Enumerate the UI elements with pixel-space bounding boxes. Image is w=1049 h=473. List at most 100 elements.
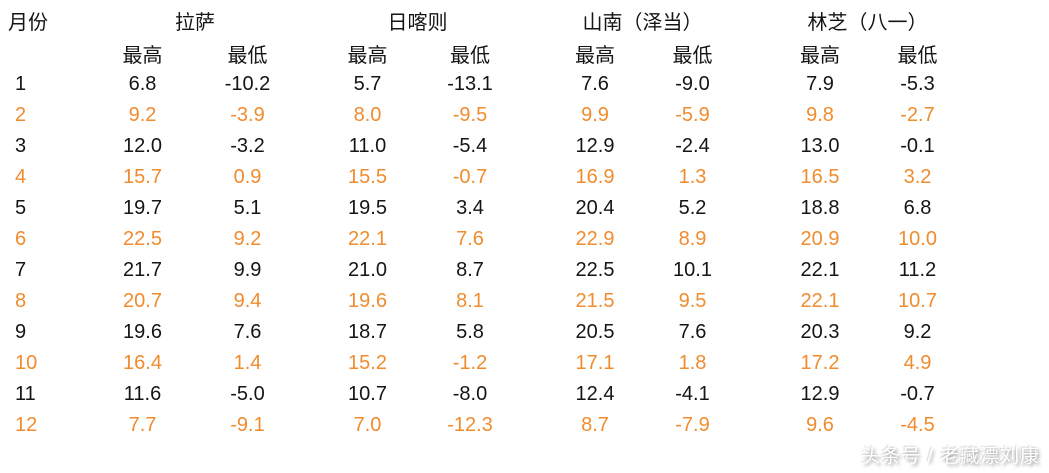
column-spacer [965,348,1049,379]
column-spacer [740,100,770,131]
column-spacer [740,38,770,69]
high-temp-cell: 21.7 [123,259,162,281]
table-row: 9 19.6 7.6 18.7 5.8 20.5 7.6 20.3 9.2 [0,317,1049,348]
low-temp-cell: 11.2 [898,259,937,281]
high-temp-cell: 17.2 [800,352,840,374]
month-cell: 2 [15,104,27,126]
table-row: 3 12.0 -3.2 11.0 -5.4 12.9 -2.4 13.0 -0.1 [0,131,1049,162]
low-temp-cell: 7.6 [456,228,484,250]
subheader-row: 最高 最低 最高 最低 最高 最低 最高 最低 [0,38,1049,69]
high-temp-cell: 15.5 [348,166,387,188]
high-temp-cell: 13.0 [800,135,840,157]
column-spacer [740,379,770,410]
low-temp-cell: 8.7 [456,259,484,281]
low-temp-cell: 9.5 [678,290,707,312]
column-spacer [300,193,315,224]
low-temp-cell: 1.4 [233,352,262,374]
table-row: 2 9.2 -3.9 8.0 -9.5 9.9 -5.9 9.8 -2.7 [0,100,1049,131]
high-temp-cell: 7.7 [128,414,157,436]
column-spacer [520,131,545,162]
high-temp-cell: 12.4 [575,383,615,405]
high-temp-cell: 15.7 [123,166,162,188]
low-temp-cell: -3.9 [230,104,265,126]
low-temp-cell: 10.1 [673,259,712,281]
high-temp-cell: 5.7 [353,73,382,95]
city-header-nyingchi: 林芝（八一） [807,11,928,34]
high-temp-cell: 20.9 [800,228,840,250]
low-temp-cell: 6.8 [903,197,932,219]
column-spacer [740,193,770,224]
low-temp-cell: 9.2 [233,228,262,250]
low-temp-cell: 7.6 [233,321,262,343]
low-temp-cell: -2.4 [675,135,710,157]
low-temp-cell: 5.2 [678,197,707,219]
low-label: 最低 [672,45,713,67]
table-row: 8 20.7 9.4 19.6 8.1 21.5 9.5 22.1 10.7 [0,286,1049,317]
high-temp-cell: 19.7 [123,197,162,219]
city-header-shannan: 山南（泽当） [582,11,703,34]
month-cell: 7 [15,259,27,281]
low-temp-cell: -2.7 [900,104,935,126]
table-row: 6 22.5 9.2 22.1 7.6 22.9 8.9 20.9 10.0 [0,224,1049,255]
column-spacer [965,410,1049,441]
low-temp-cell: -10.2 [224,73,271,95]
empty-cell [0,38,90,69]
table-row: 12 7.7 -9.1 7.0 -12.3 8.7 -7.9 9.6 -4.5 [0,410,1049,441]
column-spacer [740,162,770,193]
column-spacer [740,2,770,38]
column-spacer [300,162,315,193]
high-temp-cell: 22.5 [575,259,615,281]
high-temp-cell: 22.1 [800,290,840,312]
high-temp-cell: 16.9 [575,166,615,188]
month-cell: 6 [15,228,27,250]
low-temp-cell: 4.9 [903,352,932,374]
table-body: 1 6.8 -10.2 5.7 -13.1 7.6 -9.0 7.9 -5.3 2 9.2 -3.9 8… [0,69,1049,441]
column-spacer [520,286,545,317]
column-spacer [965,317,1049,348]
table-row: 10 16.4 1.4 15.2 -1.2 17.1 1.8 17.2 4.9 [0,348,1049,379]
column-spacer [965,286,1049,317]
column-spacer [520,317,545,348]
high-temp-cell: 6.8 [128,73,157,95]
column-spacer [965,162,1049,193]
high-label: 最高 [575,45,615,67]
column-spacer [965,193,1049,224]
column-spacer [520,348,545,379]
column-spacer [520,193,545,224]
column-spacer [740,131,770,162]
column-spacer [740,317,770,348]
month-cell: 4 [15,166,27,188]
high-temp-cell: 11.0 [348,135,387,157]
column-spacer [520,100,545,131]
column-spacer [740,348,770,379]
high-temp-cell: 8.7 [581,414,609,436]
low-label: 最低 [227,45,268,67]
column-spacer [965,379,1049,410]
column-spacer [300,2,315,38]
column-spacer [965,100,1049,131]
high-temp-cell: 12.9 [800,383,840,405]
high-temp-cell: 20.5 [575,321,615,343]
month-cell: 9 [15,321,27,343]
low-temp-cell: 1.8 [678,352,707,374]
high-temp-cell: 20.3 [800,321,840,343]
low-temp-cell: -0.1 [900,135,935,157]
low-temp-cell: 10.0 [898,228,937,250]
column-spacer [520,379,545,410]
low-temp-cell: 8.1 [456,290,484,312]
low-temp-cell: -13.1 [447,73,493,95]
low-temp-cell: 9.4 [233,290,262,312]
column-spacer [300,131,315,162]
low-temp-cell: -9.1 [230,414,265,436]
low-temp-cell: -1.2 [452,352,488,374]
high-label: 最高 [800,45,840,67]
low-temp-cell: -9.0 [675,73,710,95]
month-cell: 5 [15,197,27,219]
high-temp-cell: 20.7 [123,290,162,312]
table-row: 5 19.7 5.1 19.5 3.4 20.4 5.2 18.8 6.8 [0,193,1049,224]
month-cell: 11 [15,383,36,405]
high-temp-cell: 7.0 [353,414,382,436]
low-temp-cell: 1.3 [678,166,707,188]
column-spacer [965,224,1049,255]
month-column-header: 月份 [8,11,48,34]
